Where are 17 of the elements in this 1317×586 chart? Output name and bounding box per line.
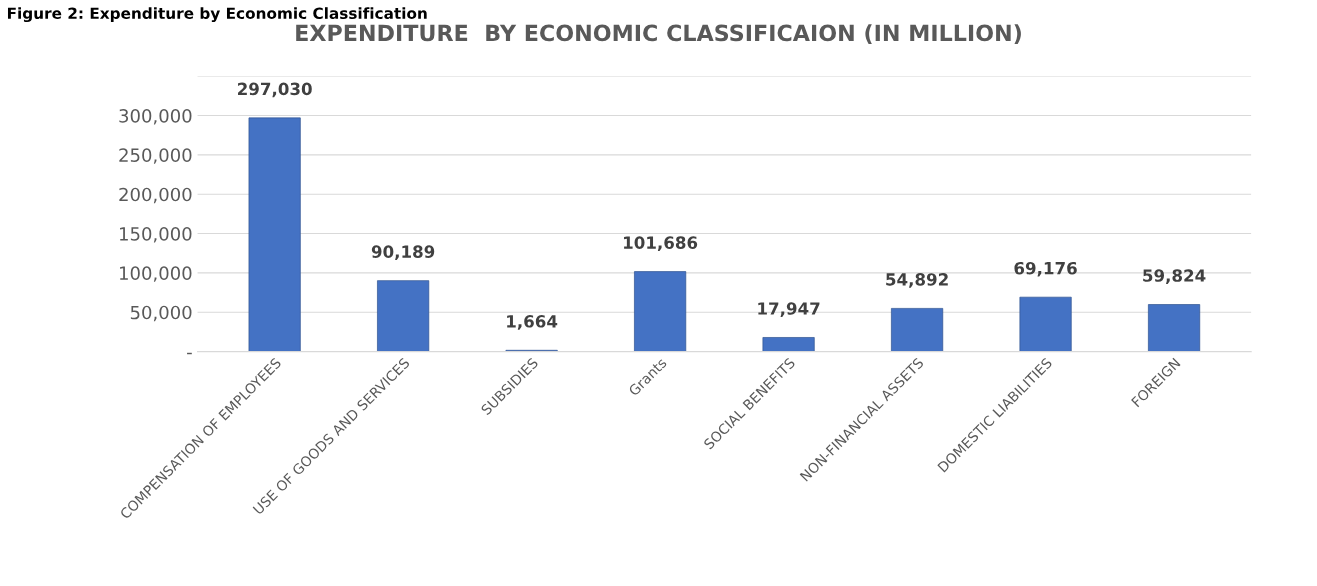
data-label: 59,824 [1143,269,1206,284]
data-label: 297,030 [238,82,312,98]
y-tick-label: 50,000 [130,305,192,322]
caption: Figure 2: Expenditure by Economic Classification [7,7,427,23]
y-tick-label: 250,000 [119,148,192,164]
y-tick-label: 100,000 [120,266,192,282]
data-label: 90,189 [371,245,435,261]
data-label: 54,892 [886,273,948,288]
y-tick-label: 150,000 [120,227,192,243]
chart-title: EXPENDITURE BY ECONOMIC CLASSIFICAION (IN MILLION) [296,24,1021,44]
y-tick-label: - [187,352,192,355]
data-label: 101,686 [624,236,698,252]
data-label: 17,947 [758,302,820,317]
data-label: 69,176 [1014,261,1077,277]
y-tick-label: 200,000 [119,187,192,204]
y-tick-label: 300,000 [119,108,192,125]
data-label: 1,664 [507,315,558,330]
